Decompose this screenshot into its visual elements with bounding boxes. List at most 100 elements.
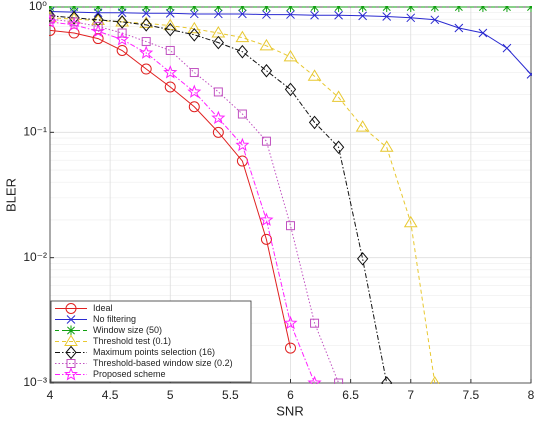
marker	[212, 35, 225, 50]
marker	[189, 68, 199, 78]
marker	[140, 63, 152, 75]
marker	[309, 6, 320, 12]
marker	[334, 378, 344, 384]
marker	[286, 10, 295, 19]
x-tick-label: 8	[528, 388, 535, 402]
marker	[334, 10, 343, 20]
marker	[68, 11, 80, 25]
marker	[164, 81, 176, 93]
marker	[381, 376, 393, 384]
marker	[381, 6, 392, 12]
marker	[236, 44, 249, 59]
marker	[502, 43, 512, 53]
legend-label: Ideal	[93, 303, 113, 313]
y-tick-label: 10⁻³	[23, 375, 47, 389]
series-line	[49, 15, 388, 384]
marker	[141, 6, 152, 12]
marker	[49, 9, 56, 23]
marker	[116, 44, 128, 56]
marker	[454, 23, 464, 33]
legend-label: No filtering	[93, 314, 136, 324]
legend-label: Threshold test (0.1)	[93, 336, 171, 346]
marker	[478, 28, 488, 38]
marker	[66, 325, 76, 336]
marker	[286, 221, 295, 231]
marker	[238, 9, 247, 19]
marker	[285, 6, 296, 12]
marker	[93, 6, 104, 12]
marker	[69, 6, 80, 12]
legend-label: Window size (50)	[93, 325, 162, 335]
marker	[115, 32, 130, 46]
marker	[235, 30, 250, 43]
marker	[237, 109, 247, 119]
marker	[261, 6, 272, 12]
marker	[310, 318, 320, 328]
marker	[308, 115, 321, 130]
marker	[140, 18, 152, 32]
legend-label: Maximum points selection (16)	[93, 347, 215, 357]
x-tick-label: 4	[47, 388, 54, 402]
x-tick-label: 5	[167, 388, 174, 402]
marker	[453, 6, 464, 12]
marker	[333, 6, 344, 12]
marker	[358, 11, 368, 21]
marker	[115, 14, 130, 27]
marker	[211, 110, 226, 125]
marker	[382, 12, 392, 21]
marker	[356, 251, 369, 266]
marker	[429, 6, 440, 12]
marker	[357, 6, 368, 12]
marker	[65, 303, 77, 314]
y-tick-label: 10⁻²	[23, 250, 47, 264]
marker	[189, 9, 199, 19]
marker	[283, 315, 298, 330]
marker	[430, 15, 440, 25]
marker	[165, 6, 176, 12]
marker	[165, 8, 175, 18]
x-tick-label: 6	[287, 388, 294, 402]
marker	[283, 49, 298, 62]
marker	[310, 10, 319, 20]
x-tick-label: 7.5	[463, 388, 480, 402]
marker	[49, 6, 55, 12]
x-tick-label: 7	[407, 388, 414, 402]
marker	[307, 69, 322, 81]
y-tick-label: 10⁻¹	[23, 125, 47, 139]
marker	[66, 315, 76, 324]
marker	[49, 14, 57, 28]
marker	[260, 233, 272, 245]
marker	[235, 137, 250, 152]
marker	[188, 28, 200, 42]
marker	[260, 63, 273, 78]
marker	[262, 10, 271, 19]
legend-label: Proposed scheme	[93, 369, 166, 379]
marker	[332, 140, 345, 155]
marker	[405, 6, 416, 12]
marker	[355, 120, 370, 132]
x-tick-label: 6.5	[342, 388, 359, 402]
marker	[163, 65, 178, 79]
marker	[285, 342, 296, 354]
x-axis-label: SNR	[276, 403, 303, 418]
marker	[237, 6, 248, 12]
marker	[64, 367, 78, 381]
marker	[259, 212, 274, 226]
marker	[64, 334, 78, 346]
marker	[526, 70, 532, 79]
y-tick-label: 10⁰	[29, 0, 47, 13]
x-tick-label: 5.5	[222, 388, 239, 402]
marker	[307, 375, 322, 384]
marker	[261, 136, 271, 146]
marker	[65, 345, 77, 360]
marker	[163, 18, 178, 31]
marker	[117, 6, 128, 12]
marker	[526, 6, 532, 12]
marker	[259, 38, 274, 51]
marker	[165, 45, 175, 55]
marker	[93, 21, 103, 31]
marker	[187, 84, 202, 98]
marker	[501, 6, 512, 12]
